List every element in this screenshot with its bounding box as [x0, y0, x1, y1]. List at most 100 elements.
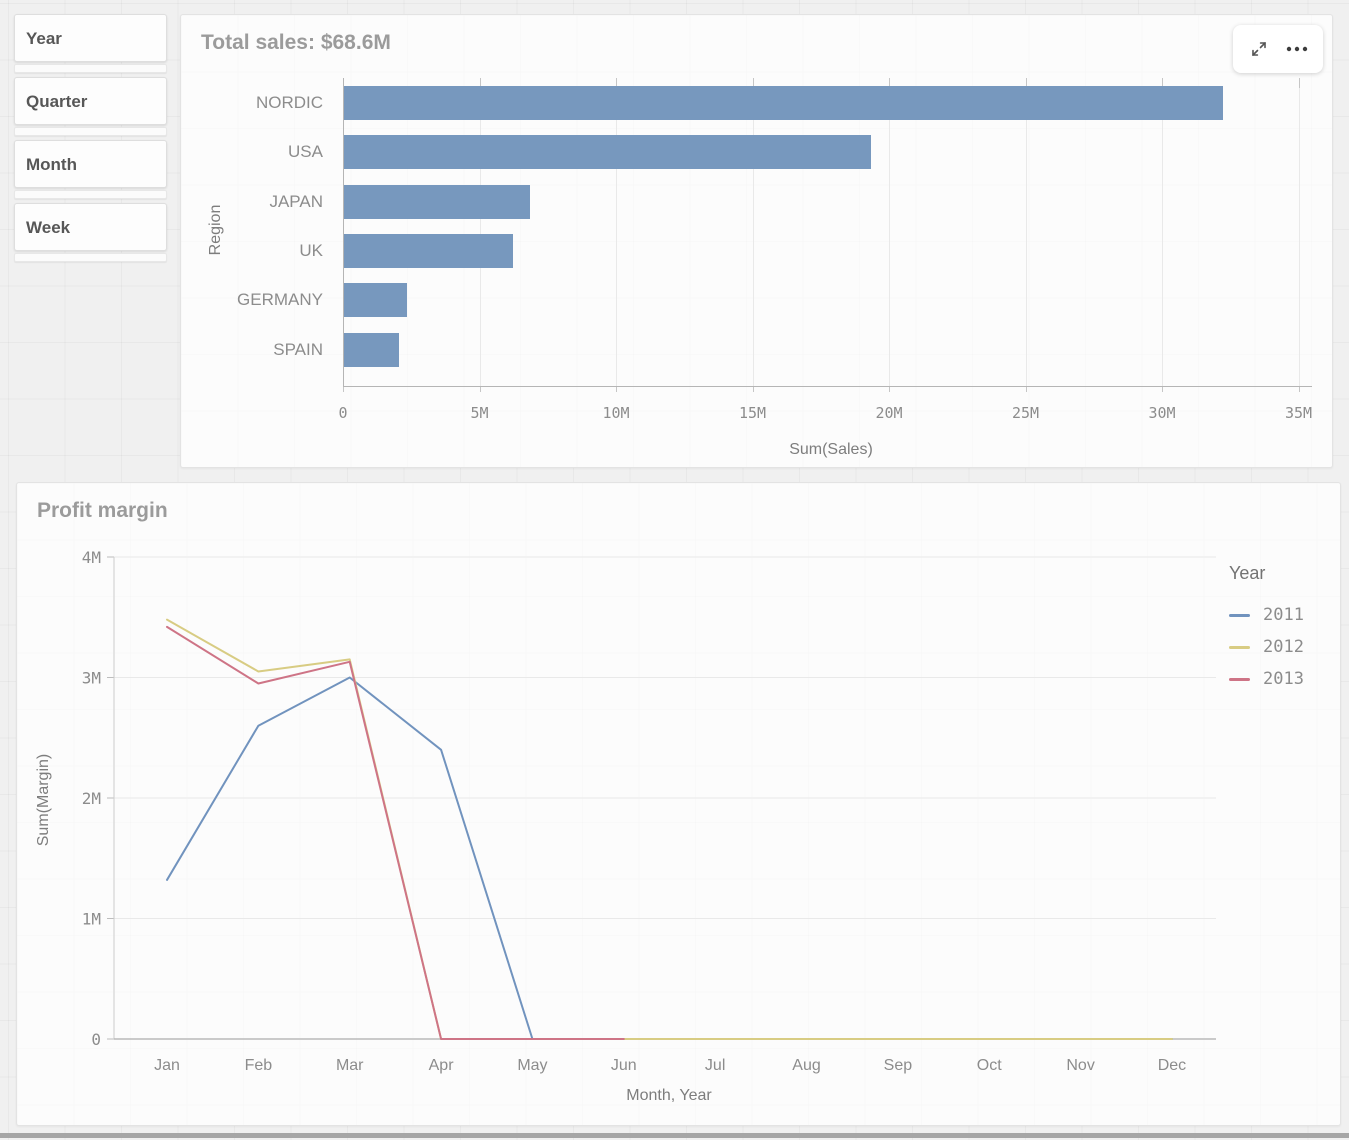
- bar-gridline: [889, 78, 890, 386]
- bar-axis-tick: [479, 78, 481, 88]
- bar[interactable]: [344, 135, 871, 170]
- legend-swatch: [1229, 645, 1250, 649]
- bar-category-label[interactable]: GERMANY: [237, 290, 323, 310]
- bar-axis-tick: [889, 78, 890, 88]
- bar[interactable]: [344, 283, 407, 318]
- bar-category-label[interactable]: JAPAN: [269, 191, 323, 211]
- legend-label: 2012: [1263, 637, 1304, 657]
- filter-label: Year: [26, 29, 62, 48]
- bar-category-label[interactable]: NORDIC: [255, 93, 323, 112]
- bar-axis-tick: [889, 386, 890, 392]
- bar[interactable]: [344, 184, 530, 219]
- bar-axis-tick: [1162, 386, 1163, 392]
- bar-yaxis-title: Region: [207, 204, 224, 256]
- bar-xtick-label: 35M: [1284, 404, 1313, 422]
- line-ytick-label: 3M: [82, 669, 101, 688]
- line-xtick-label: Jul: [705, 1057, 725, 1074]
- bar-axis-tick: [752, 386, 754, 392]
- bar-xtick-label: 30M: [1148, 404, 1176, 422]
- filter-quarter[interactable]: Quarter: [14, 77, 167, 136]
- expand-icon[interactable]: [1246, 36, 1272, 62]
- line-ytick-label: 1M: [82, 910, 101, 929]
- bar[interactable]: [344, 233, 514, 268]
- bar-xtick-label: 15M: [738, 404, 767, 422]
- line-legend: Year 2011 2012 2013: [1229, 561, 1304, 699]
- bar-gridline: [1298, 78, 1300, 386]
- filter-strip: [14, 127, 167, 136]
- bar-category-label[interactable]: SPAIN: [273, 339, 323, 359]
- legend-item-2013[interactable]: 2013: [1229, 667, 1304, 691]
- bar-gridline: [752, 78, 754, 386]
- line-xtick-label: Dec: [1158, 1057, 1186, 1074]
- line-ytick-label: 2M: [82, 789, 101, 808]
- filter-year[interactable]: Year: [14, 14, 167, 73]
- filter-week-box[interactable]: Week: [14, 203, 167, 251]
- line-yaxis-title: Sum(Margin): [35, 753, 52, 847]
- line-xtick-label: Mar: [336, 1057, 364, 1074]
- bar-axis-tick: [1298, 386, 1300, 392]
- filter-quarter-box[interactable]: Quarter: [14, 77, 167, 125]
- bar-gridline: [1162, 78, 1163, 386]
- bar-axis-tick: [616, 386, 617, 392]
- filter-label: Quarter: [26, 92, 88, 111]
- filter-strip: [14, 64, 167, 73]
- bar[interactable]: [344, 86, 1224, 120]
- line-plot-area: 0 1M 2M 3M 4M Jan Feb Mar Apr May Jun Jul Aug Sep Oct N…: [82, 548, 1216, 1074]
- bar-axis-tick: [752, 78, 754, 88]
- line-xtick-label: Oct: [977, 1057, 1002, 1074]
- line-xtick-label: Sep: [884, 1057, 913, 1074]
- bar-gridline: [616, 78, 617, 386]
- legend-title: Year: [1229, 563, 1266, 583]
- more-options-icon[interactable]: [1284, 36, 1310, 62]
- bar-axis-tick: [1162, 78, 1163, 88]
- line-xtick-label: Aug: [792, 1057, 820, 1074]
- bar-axis-tick: [343, 386, 344, 392]
- profit-margin-card: Profit margin 0 1M 2M 3M 4M Jan Feb Mar Apr May Ju…: [16, 482, 1341, 1126]
- bar-axis-tick: [616, 78, 617, 88]
- filter-strip: [14, 190, 167, 199]
- sales-bar-chart-card: Total sales: $68.6M 0 5M 10M 15M 20M 25M 30M 35…: [180, 14, 1333, 468]
- line-xtick-label: Jun: [611, 1057, 637, 1074]
- line-series-2013[interactable]: [166, 625, 625, 1040]
- bar-xaxis-title: Sum(Sales): [789, 441, 873, 458]
- line-xtick-label: Feb: [245, 1057, 273, 1074]
- bar[interactable]: [344, 332, 399, 367]
- line-series-2012[interactable]: [166, 618, 1173, 1040]
- sales-chart-title: Total sales: $68.6M: [201, 31, 391, 54]
- bar-axis-tick: [479, 386, 481, 392]
- bar-xtick-label: 0: [338, 404, 348, 422]
- bar-axis-tick: [1025, 386, 1027, 392]
- line-ytick-label: 0: [91, 1030, 101, 1049]
- filter-week[interactable]: Week: [14, 203, 167, 262]
- bar-xtick-label: 25M: [1011, 404, 1040, 422]
- legend-swatch: [1229, 677, 1250, 681]
- line-xtick-label: Nov: [1066, 1057, 1094, 1074]
- legend-item-2012[interactable]: 2012: [1229, 635, 1304, 659]
- filter-month[interactable]: Month: [14, 140, 167, 199]
- filter-year-box[interactable]: Year: [14, 14, 167, 62]
- line-xaxis-title: Month, Year: [626, 1087, 712, 1104]
- bar-xtick-label: 10M: [602, 404, 630, 422]
- bar-xtick-label: 20M: [875, 404, 903, 422]
- line-ytick-label: 4M: [82, 548, 101, 567]
- bar-axis-tick: [1025, 78, 1027, 88]
- horizontal-scrollbar[interactable]: [0, 1133, 1349, 1138]
- filter-strip: [14, 253, 167, 262]
- line-xtick-label: Apr: [429, 1057, 455, 1074]
- filter-month-box[interactable]: Month: [14, 140, 167, 188]
- bar-axis-tick: [1298, 78, 1300, 88]
- profit-chart-title: Profit margin: [37, 499, 168, 522]
- line-xtick-label: Jan: [154, 1057, 180, 1074]
- bar-xaxis-line: [343, 386, 1312, 387]
- bar-plot-area: 0 5M 10M 15M 20M 25M 30M 35M NORDIC USA JAPAN UK GER…: [181, 15, 1332, 467]
- bar-category-label[interactable]: USA: [288, 142, 323, 162]
- legend-label: 2011: [1263, 605, 1304, 625]
- filter-label: Month: [26, 155, 77, 174]
- line-series-2011[interactable]: [166, 676, 1173, 1040]
- legend-label: 2013: [1263, 669, 1304, 689]
- bar-category-label[interactable]: UK: [299, 240, 323, 260]
- line-xtick-label: May: [517, 1057, 547, 1074]
- legend-item-2011[interactable]: 2011: [1229, 603, 1304, 627]
- bar-xtick-label: 5M: [470, 404, 489, 422]
